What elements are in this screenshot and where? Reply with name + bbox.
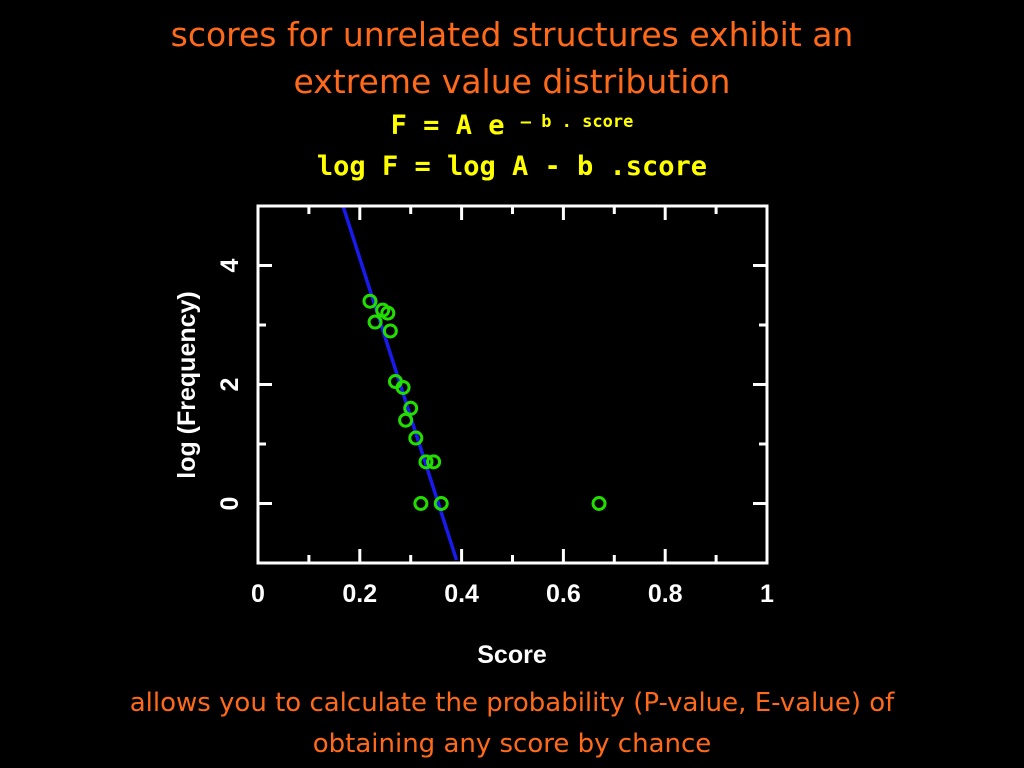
data-point [367,314,383,330]
footer-line-1: allows you to calculate the probability … [129,688,895,718]
data-point [382,323,398,339]
data-point [591,496,607,511]
plot-frame [256,204,769,565]
x-tick-label: 0.6 [546,580,581,608]
data-point [398,412,414,428]
slide-title-line-1: scores for unrelated structures exhibit … [170,15,854,54]
x-tick-label: 0.2 [342,580,377,608]
formula-log: log F = log A - b .score [316,151,708,182]
x-tick-label: 0 [251,580,265,608]
data-point [413,496,429,511]
formula-exponential-main: F = A e [390,110,521,141]
x-tick-label: 0.4 [444,580,479,608]
axis-ticks [256,204,769,565]
y-axis-label: log (Frequency) [173,291,201,479]
tick-labels: 0 0.2 0.4 0.6 0.8 1 0 2 4 [216,258,774,608]
slide-title-line-2: extreme value distribution [293,62,731,101]
data-point [380,305,396,321]
data-point [418,454,434,470]
footer-line-2: obtaining any score by chance [312,729,712,759]
data-point [403,400,419,416]
data-point [408,430,424,446]
formula-exponential-exponent: – b . score [520,112,634,132]
data-point [395,379,411,395]
x-axis-label: Score [477,641,547,669]
x-tick-label: 0.8 [648,580,683,608]
data-point [433,496,449,511]
formula-exponential: F = A e – b . score [0,110,1024,142]
y-tick-label: 0 [216,497,244,511]
y-tick-label: 4 [216,258,244,272]
data-point [362,293,378,309]
data-point [426,454,442,470]
x-tick-label: 1 [760,580,774,608]
plot-area [341,206,607,561]
y-tick-label: 2 [216,378,244,392]
